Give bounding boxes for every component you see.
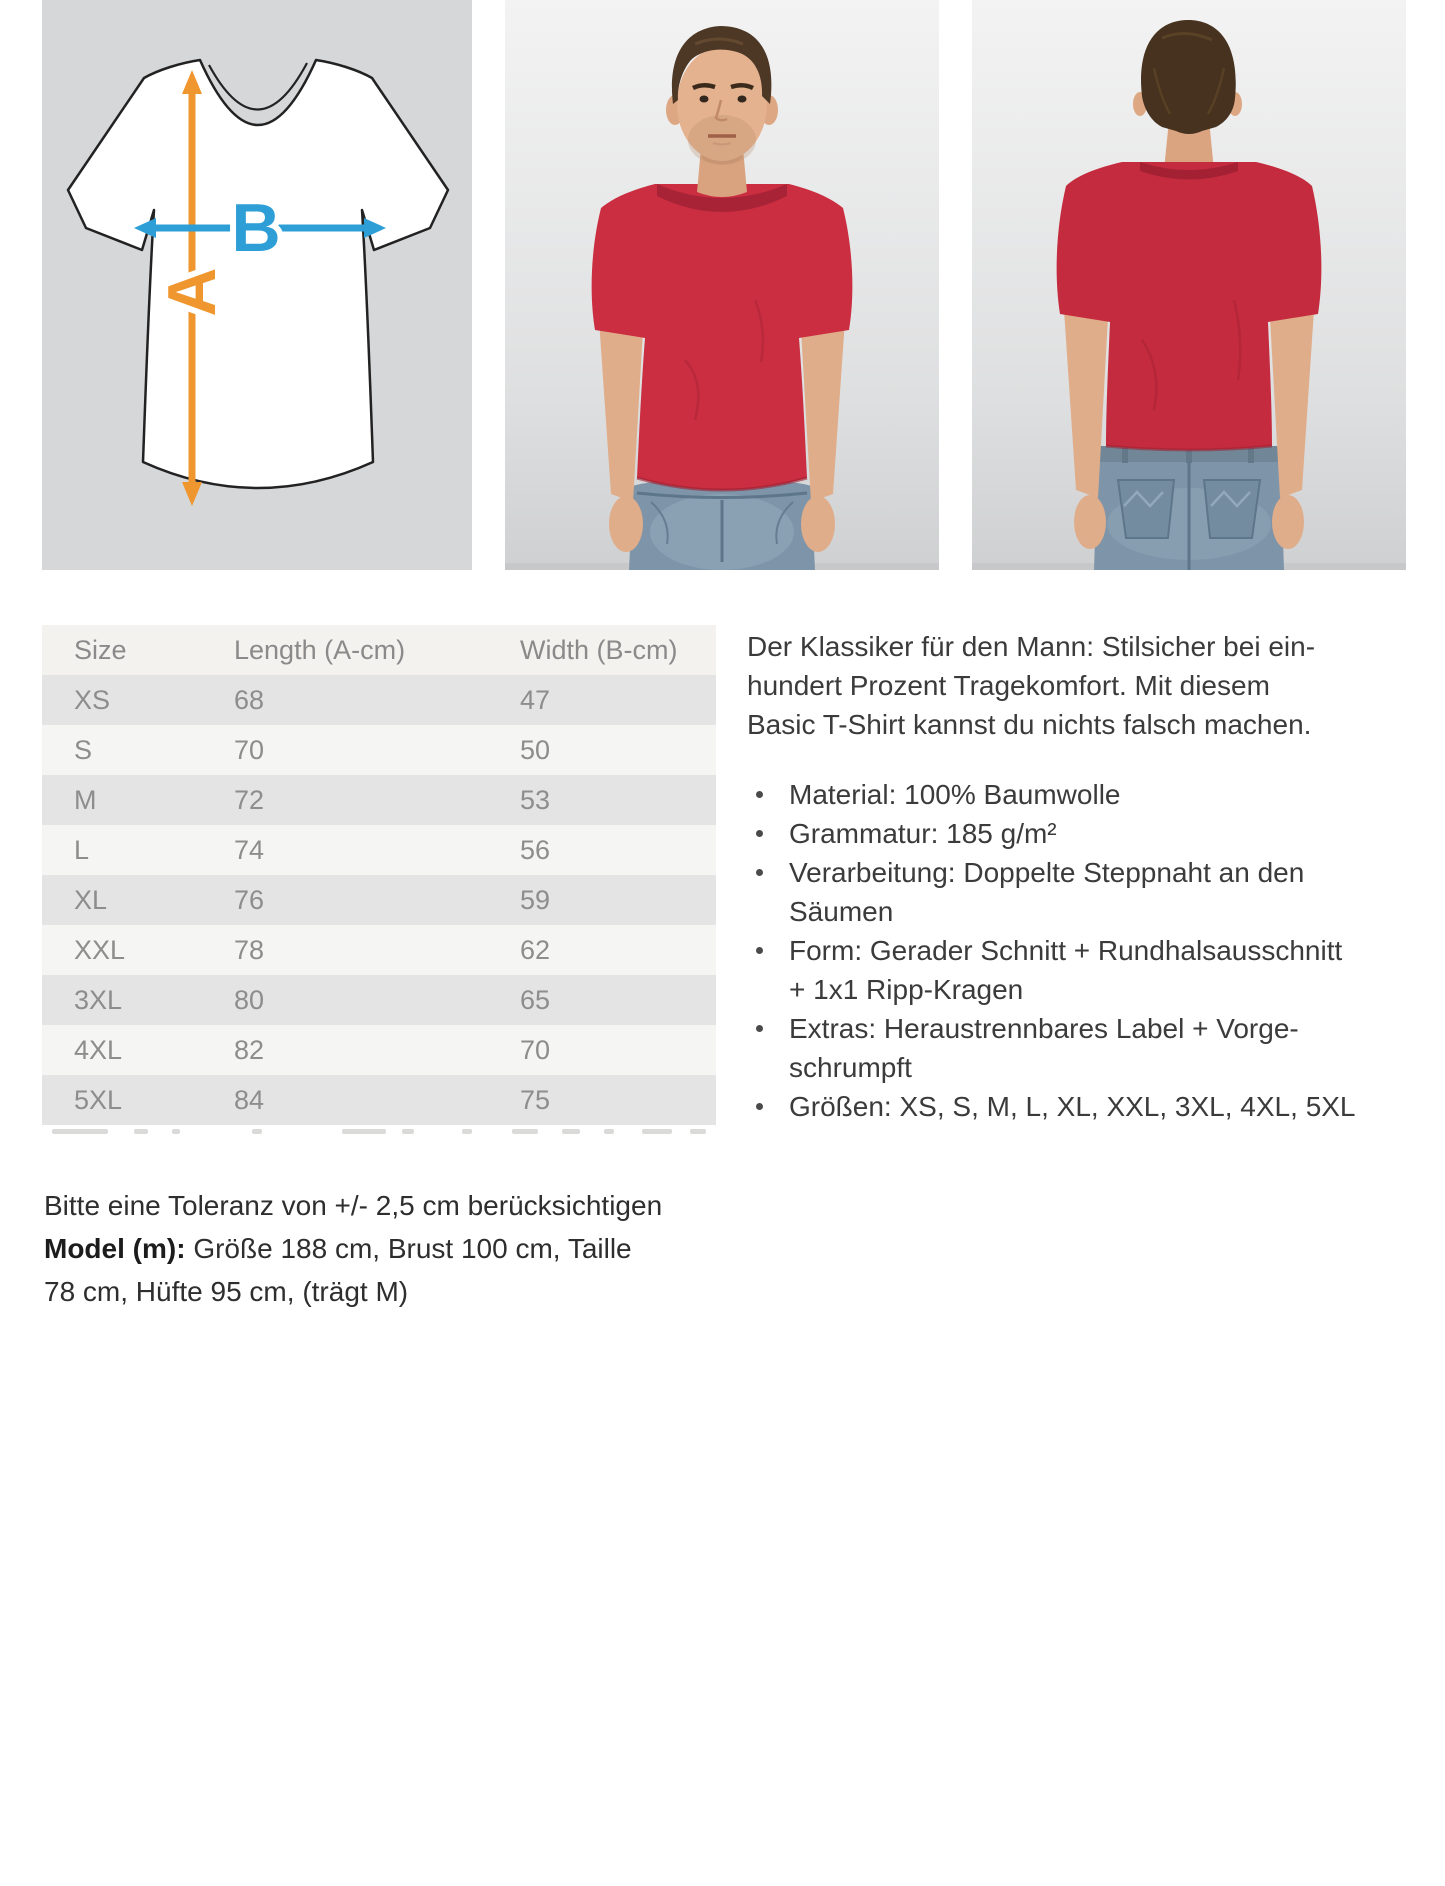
model-head-front — [666, 26, 778, 197]
table-row: 4XL 82 70 — [42, 1025, 716, 1075]
feature-list: Material: 100% Baumwolle Grammatur: 185 … — [747, 775, 1423, 1126]
model-info-line2: 78 cm, Hüfte 95 cm, (trägt M) — [44, 1276, 409, 1307]
intro-line: hundert Prozent Tragekomfort. Mit diesem — [747, 670, 1270, 701]
table-row: M 72 53 — [42, 775, 716, 825]
clipped-row-artifact — [42, 1129, 716, 1135]
size-diagram-image[interactable]: A B — [42, 0, 472, 570]
feature-item-groessen: Größen: XS, S, M, L, XL, XXL, 3XL, 4XL, … — [747, 1087, 1423, 1126]
arms-back — [1064, 310, 1314, 549]
table-row: XXL 78 62 — [42, 925, 716, 975]
table-row: 5XL 84 75 — [42, 1075, 716, 1125]
tshirt-front — [591, 184, 853, 492]
model-head-back — [1133, 20, 1242, 134]
model-back-photo[interactable] — [972, 0, 1406, 570]
product-description: Der Klassiker für den Mann: Stilsicher b… — [747, 627, 1423, 1126]
measure-arrow-b: B — [134, 184, 386, 272]
measure-arrow-a: A — [148, 70, 236, 506]
feature-item-material: Material: 100% Baumwolle — [747, 775, 1423, 814]
col-header-width: Width (B-cm) — [488, 625, 716, 675]
feature-item-extras: Extras: Heraustrennbares Label + Vorge- … — [747, 1009, 1423, 1087]
tshirt-measure-diagram: A B — [42, 0, 472, 570]
feature-item-form: Form: Gerader Schnitt + Rundhalsausschni… — [747, 931, 1423, 1009]
size-table-header-row: Size Length (A-cm) Width (B-cm) — [42, 625, 716, 675]
measure-label-a: A — [154, 267, 230, 316]
feature-item-verarbeitung: Verarbeitung: Doppelte Steppnaht an den … — [747, 853, 1423, 931]
table-row: S 70 50 — [42, 725, 716, 775]
model-label: Model (m): — [44, 1233, 186, 1264]
tshirt-back — [1056, 162, 1322, 452]
model-info-line1: Model (m): Größe 188 cm, Brust 100 cm, T… — [44, 1233, 632, 1264]
tolerance-model-note: Bitte eine Toleranz von +/- 2,5 cm berüc… — [44, 1184, 684, 1313]
model-back-illustration — [972, 0, 1406, 570]
model-front-illustration — [505, 0, 939, 570]
feature-item-grammatur: Grammatur: 185 g/m² — [747, 814, 1423, 853]
model-front-photo[interactable] — [505, 0, 939, 570]
intro-line: Basic T-Shirt kannst du nichts falsch ma… — [747, 709, 1312, 740]
col-header-length: Length (A-cm) — [202, 625, 488, 675]
table-row: 3XL 80 65 — [42, 975, 716, 1025]
arms-front — [599, 320, 845, 552]
description-intro: Der Klassiker für den Mann: Stilsicher b… — [747, 627, 1423, 744]
jeans-front — [629, 479, 815, 570]
table-row: L 74 56 — [42, 825, 716, 875]
col-header-size: Size — [42, 625, 202, 675]
tolerance-note: Bitte eine Toleranz von +/- 2,5 cm berüc… — [44, 1190, 663, 1221]
table-row: XL 76 59 — [42, 875, 716, 925]
measure-label-b: B — [231, 190, 280, 266]
table-row: XS 68 47 — [42, 675, 716, 725]
jeans-back — [1094, 446, 1284, 570]
size-table: Size Length (A-cm) Width (B-cm) XS 68 47 S… — [42, 625, 716, 1125]
intro-line: Der Klassiker für den Mann: Stilsicher b… — [747, 631, 1316, 662]
